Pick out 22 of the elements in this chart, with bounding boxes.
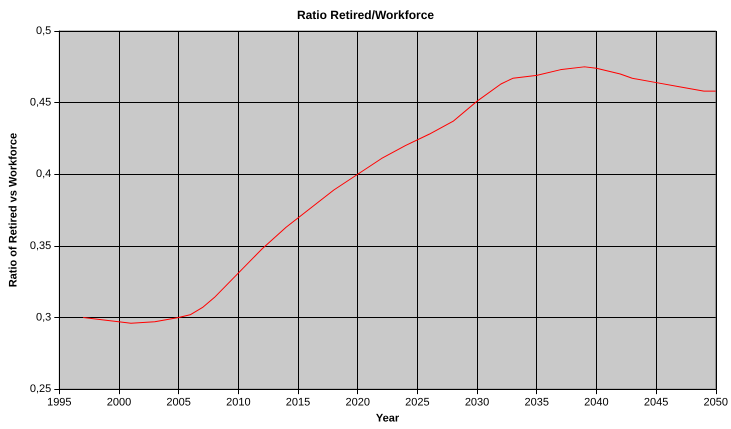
x-tick-label: 2005 xyxy=(166,396,191,409)
chart-title: Ratio Retired/Workforce xyxy=(296,8,434,22)
y-tick-label: 0,35 xyxy=(30,240,52,252)
y-tick-label: 0,25 xyxy=(30,383,52,396)
x-tick-label: 2035 xyxy=(524,396,549,409)
x-tick-label: 2000 xyxy=(106,396,132,409)
x-tick-label: 2045 xyxy=(644,396,668,409)
x-tick-label: 2030 xyxy=(464,396,490,409)
y-tick-label: 0,45 xyxy=(30,96,52,109)
x-tick-label: 2020 xyxy=(345,396,370,409)
line-series xyxy=(82,66,716,324)
x-tick-label: 2015 xyxy=(286,396,310,409)
x-axis-title: Year xyxy=(376,412,400,424)
x-tick-label: 2050 xyxy=(704,396,728,409)
y-tick-label: 0,3 xyxy=(36,311,52,324)
y-tick-label: 0,5 xyxy=(36,25,52,37)
y-axis-title: Ratio of Retired vs Workforce xyxy=(8,132,20,288)
x-tick-label: 2025 xyxy=(405,396,430,409)
y-tick-label: 0,4 xyxy=(36,168,52,180)
x-tick-label: 2010 xyxy=(226,396,251,409)
x-tick-label: 2040 xyxy=(584,396,609,409)
x-tick-label: 1995 xyxy=(47,396,72,409)
